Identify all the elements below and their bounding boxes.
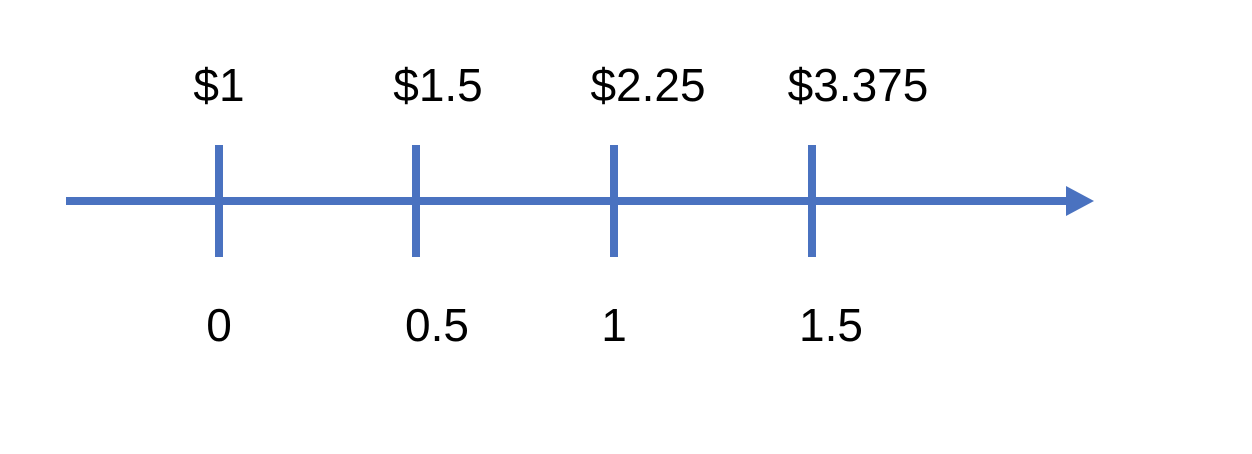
time-label-3: 1.5 (799, 299, 863, 351)
value-label-3: $3.375 (788, 59, 929, 111)
time-label-0: 0 (206, 299, 232, 351)
axis-arrowhead (1066, 186, 1094, 216)
value-label-1: $1.5 (393, 59, 483, 111)
time-label-2: 1 (601, 299, 627, 351)
value-label-0: $1 (193, 59, 244, 111)
value-label-2: $2.25 (590, 59, 705, 111)
time-label-1: 0.5 (405, 299, 469, 351)
